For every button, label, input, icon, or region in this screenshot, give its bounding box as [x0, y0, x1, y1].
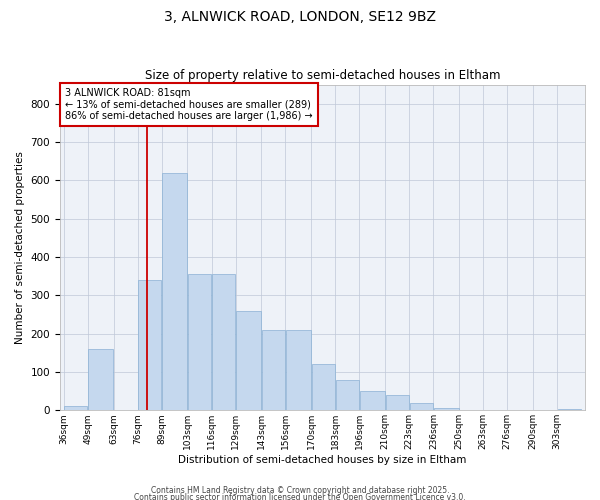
Bar: [557, 409, 581, 410]
Bar: [212, 274, 235, 410]
Bar: [262, 330, 285, 410]
Bar: [88, 349, 113, 410]
Text: 3 ALNWICK ROAD: 81sqm
← 13% of semi-detached houses are smaller (289)
86% of sem: 3 ALNWICK ROAD: 81sqm ← 13% of semi-deta…: [65, 88, 313, 121]
Bar: [64, 406, 88, 410]
Bar: [162, 172, 187, 410]
Bar: [386, 395, 409, 410]
Bar: [311, 364, 335, 410]
Bar: [188, 274, 211, 410]
Bar: [434, 408, 459, 410]
Bar: [410, 402, 433, 410]
Bar: [359, 391, 385, 410]
Text: Contains HM Land Registry data © Crown copyright and database right 2025.: Contains HM Land Registry data © Crown c…: [151, 486, 449, 495]
Bar: [138, 280, 161, 410]
Bar: [236, 310, 261, 410]
X-axis label: Distribution of semi-detached houses by size in Eltham: Distribution of semi-detached houses by …: [178, 455, 467, 465]
Bar: [286, 330, 311, 410]
Y-axis label: Number of semi-detached properties: Number of semi-detached properties: [15, 151, 25, 344]
Text: 3, ALNWICK ROAD, LONDON, SE12 9BZ: 3, ALNWICK ROAD, LONDON, SE12 9BZ: [164, 10, 436, 24]
Title: Size of property relative to semi-detached houses in Eltham: Size of property relative to semi-detach…: [145, 69, 500, 82]
Text: Contains public sector information licensed under the Open Government Licence v3: Contains public sector information licen…: [134, 494, 466, 500]
Bar: [335, 380, 359, 410]
